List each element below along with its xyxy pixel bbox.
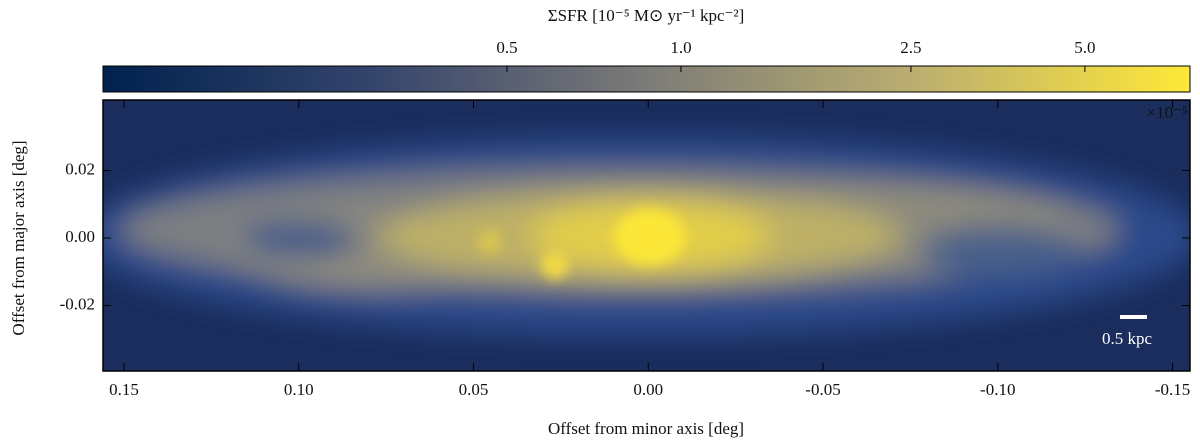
x-tick-label: 0.15 — [109, 380, 139, 399]
colorbar-tick-label: 2.5 — [900, 38, 921, 57]
x-tick-label: 0.00 — [633, 380, 663, 399]
y-tick-label: -0.02 — [60, 294, 95, 313]
offset-text: ×10⁻⁵ — [1147, 103, 1189, 122]
colorbar-tick-label: 5.0 — [1074, 38, 1095, 57]
colorbar — [102, 65, 1191, 93]
x-tick-label: 0.05 — [459, 380, 489, 399]
y-tick-label: 0.02 — [65, 159, 95, 178]
colorbar-tick-label: 1.0 — [670, 38, 691, 57]
scale-bar-label: 0.5 kpc — [1102, 329, 1153, 348]
colorbar-label: ΣSFR [10⁻⁵ M⊙ yr⁻¹ kpc⁻²] — [548, 6, 745, 25]
colorbar-tick-label: 0.5 — [496, 38, 517, 57]
plot-frame — [102, 99, 1191, 372]
y-tick-label: 0.00 — [65, 227, 95, 246]
y-axis-label: Offset from major axis [deg] — [9, 140, 28, 335]
x-tick-label: 0.10 — [284, 380, 314, 399]
x-tick-label: -0.05 — [805, 380, 840, 399]
x-axis-label: Offset from minor axis [deg] — [548, 419, 744, 438]
x-tick-label: -0.10 — [980, 380, 1015, 399]
x-tick-label: -0.15 — [1155, 380, 1190, 399]
heatmap-image — [103, 100, 1190, 371]
